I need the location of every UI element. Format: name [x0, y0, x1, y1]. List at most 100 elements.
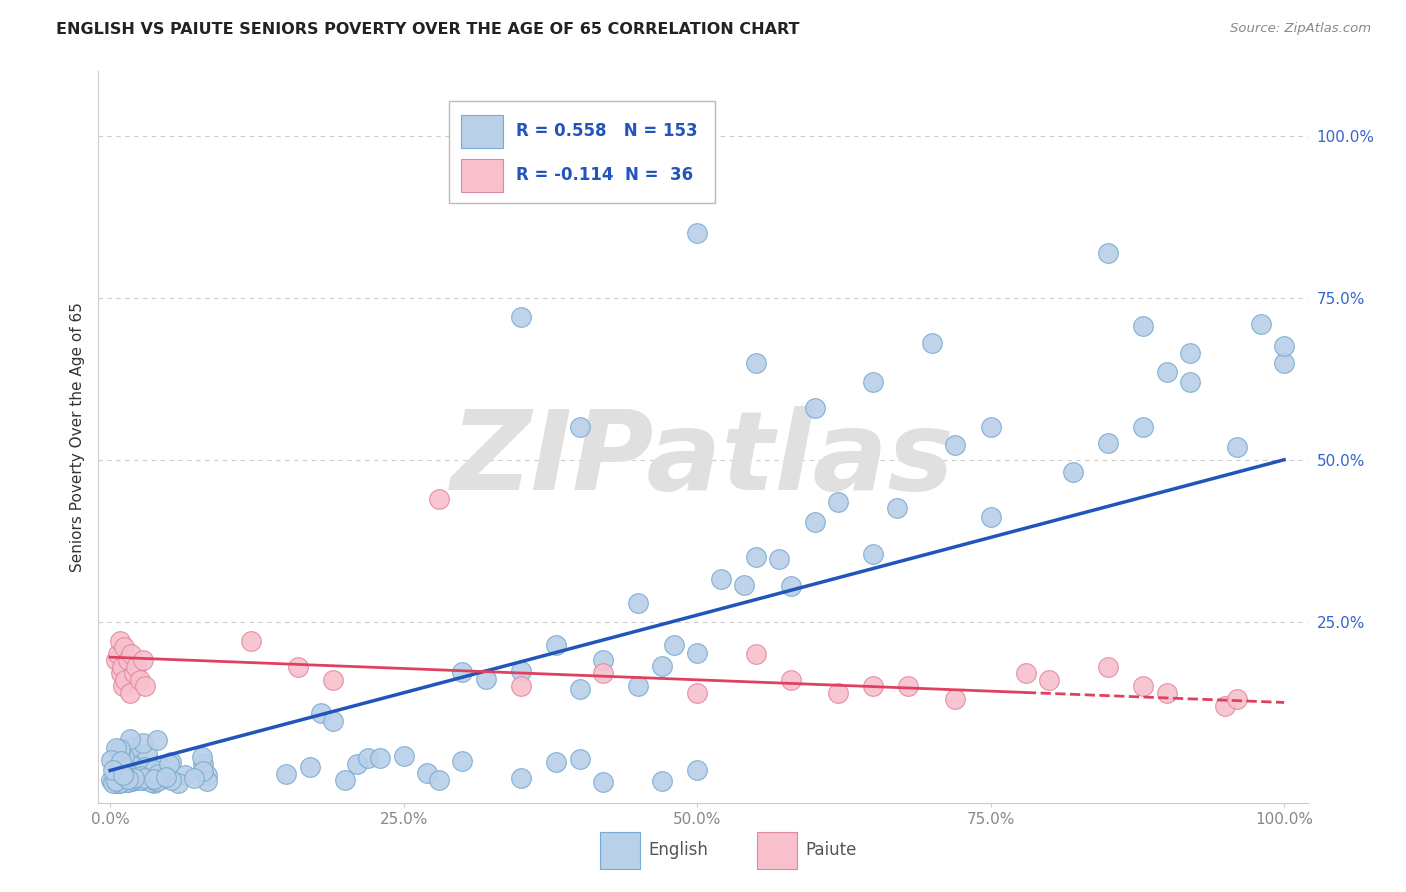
Point — [451, 665, 474, 679]
Point — [112, 679, 135, 693]
Point — [143, 775, 166, 789]
Point — [416, 766, 439, 780]
Point — [592, 775, 614, 789]
Point — [105, 759, 128, 773]
Bar — [461, 159, 503, 192]
Point — [1180, 375, 1202, 389]
Point — [117, 653, 139, 667]
Point — [780, 579, 803, 593]
Point — [240, 634, 263, 648]
Point — [148, 772, 170, 786]
Point — [139, 772, 162, 786]
Point — [1180, 345, 1202, 359]
Point — [651, 773, 673, 788]
Point — [132, 773, 155, 788]
Point — [101, 763, 124, 777]
Point — [114, 770, 136, 784]
Point — [1132, 679, 1154, 693]
Point — [114, 673, 136, 687]
Point — [803, 401, 825, 415]
Point — [1132, 420, 1154, 434]
Point — [1062, 465, 1084, 479]
Point — [1250, 317, 1272, 331]
Point — [100, 773, 122, 788]
Point — [945, 438, 967, 452]
Point — [686, 763, 709, 777]
Point — [191, 764, 214, 778]
Point — [121, 774, 143, 789]
Point — [1226, 440, 1249, 454]
Point — [149, 768, 172, 782]
Point — [107, 647, 129, 661]
Point — [195, 767, 218, 781]
Point — [111, 768, 134, 782]
Point — [114, 767, 136, 781]
Point — [114, 772, 136, 787]
Point — [105, 776, 128, 790]
Point — [110, 772, 132, 786]
Point — [143, 773, 166, 788]
Point — [862, 375, 884, 389]
Point — [368, 751, 391, 765]
Point — [117, 774, 139, 789]
Point — [357, 751, 380, 765]
Point — [568, 420, 591, 434]
Point — [107, 772, 129, 786]
Point — [745, 356, 768, 370]
Point — [127, 773, 149, 788]
Point — [287, 660, 309, 674]
Point — [897, 679, 920, 693]
Text: R = 0.558   N = 153: R = 0.558 N = 153 — [516, 122, 697, 140]
Point — [780, 673, 803, 687]
Point — [146, 732, 169, 747]
Point — [1097, 436, 1119, 450]
Point — [827, 494, 849, 508]
Point — [120, 766, 142, 780]
Point — [139, 767, 162, 781]
Point — [662, 639, 685, 653]
Point — [710, 572, 733, 586]
Point — [110, 769, 132, 783]
Point — [134, 771, 156, 785]
Point — [686, 226, 709, 240]
Point — [135, 765, 157, 780]
Point — [128, 673, 150, 687]
Point — [568, 752, 591, 766]
Point — [114, 775, 136, 789]
Point — [1156, 365, 1178, 379]
Point — [112, 769, 135, 783]
Point — [148, 772, 170, 787]
Point — [129, 769, 152, 783]
Point — [108, 634, 131, 648]
Point — [107, 776, 129, 790]
Point — [1226, 692, 1249, 706]
Point — [322, 673, 344, 687]
Point — [157, 757, 180, 772]
Point — [183, 771, 205, 785]
Point — [114, 770, 136, 784]
Point — [311, 706, 333, 721]
Point — [117, 764, 139, 778]
Point — [122, 666, 145, 681]
Point — [392, 749, 415, 764]
Point — [104, 763, 127, 777]
Y-axis label: Seniors Poverty Over the Age of 65: Seniors Poverty Over the Age of 65 — [69, 302, 84, 572]
Point — [146, 774, 169, 789]
Point — [160, 772, 183, 787]
Point — [686, 646, 709, 660]
Point — [191, 750, 214, 764]
Point — [115, 775, 138, 789]
Point — [104, 776, 127, 790]
Point — [980, 510, 1002, 524]
Point — [141, 774, 163, 789]
Point — [195, 773, 218, 788]
Point — [745, 550, 768, 565]
Point — [131, 736, 153, 750]
Point — [686, 686, 709, 700]
Point — [546, 755, 568, 769]
Point — [108, 764, 131, 778]
Point — [128, 759, 150, 773]
Point — [1097, 245, 1119, 260]
Point — [142, 775, 165, 789]
Point — [333, 772, 356, 787]
